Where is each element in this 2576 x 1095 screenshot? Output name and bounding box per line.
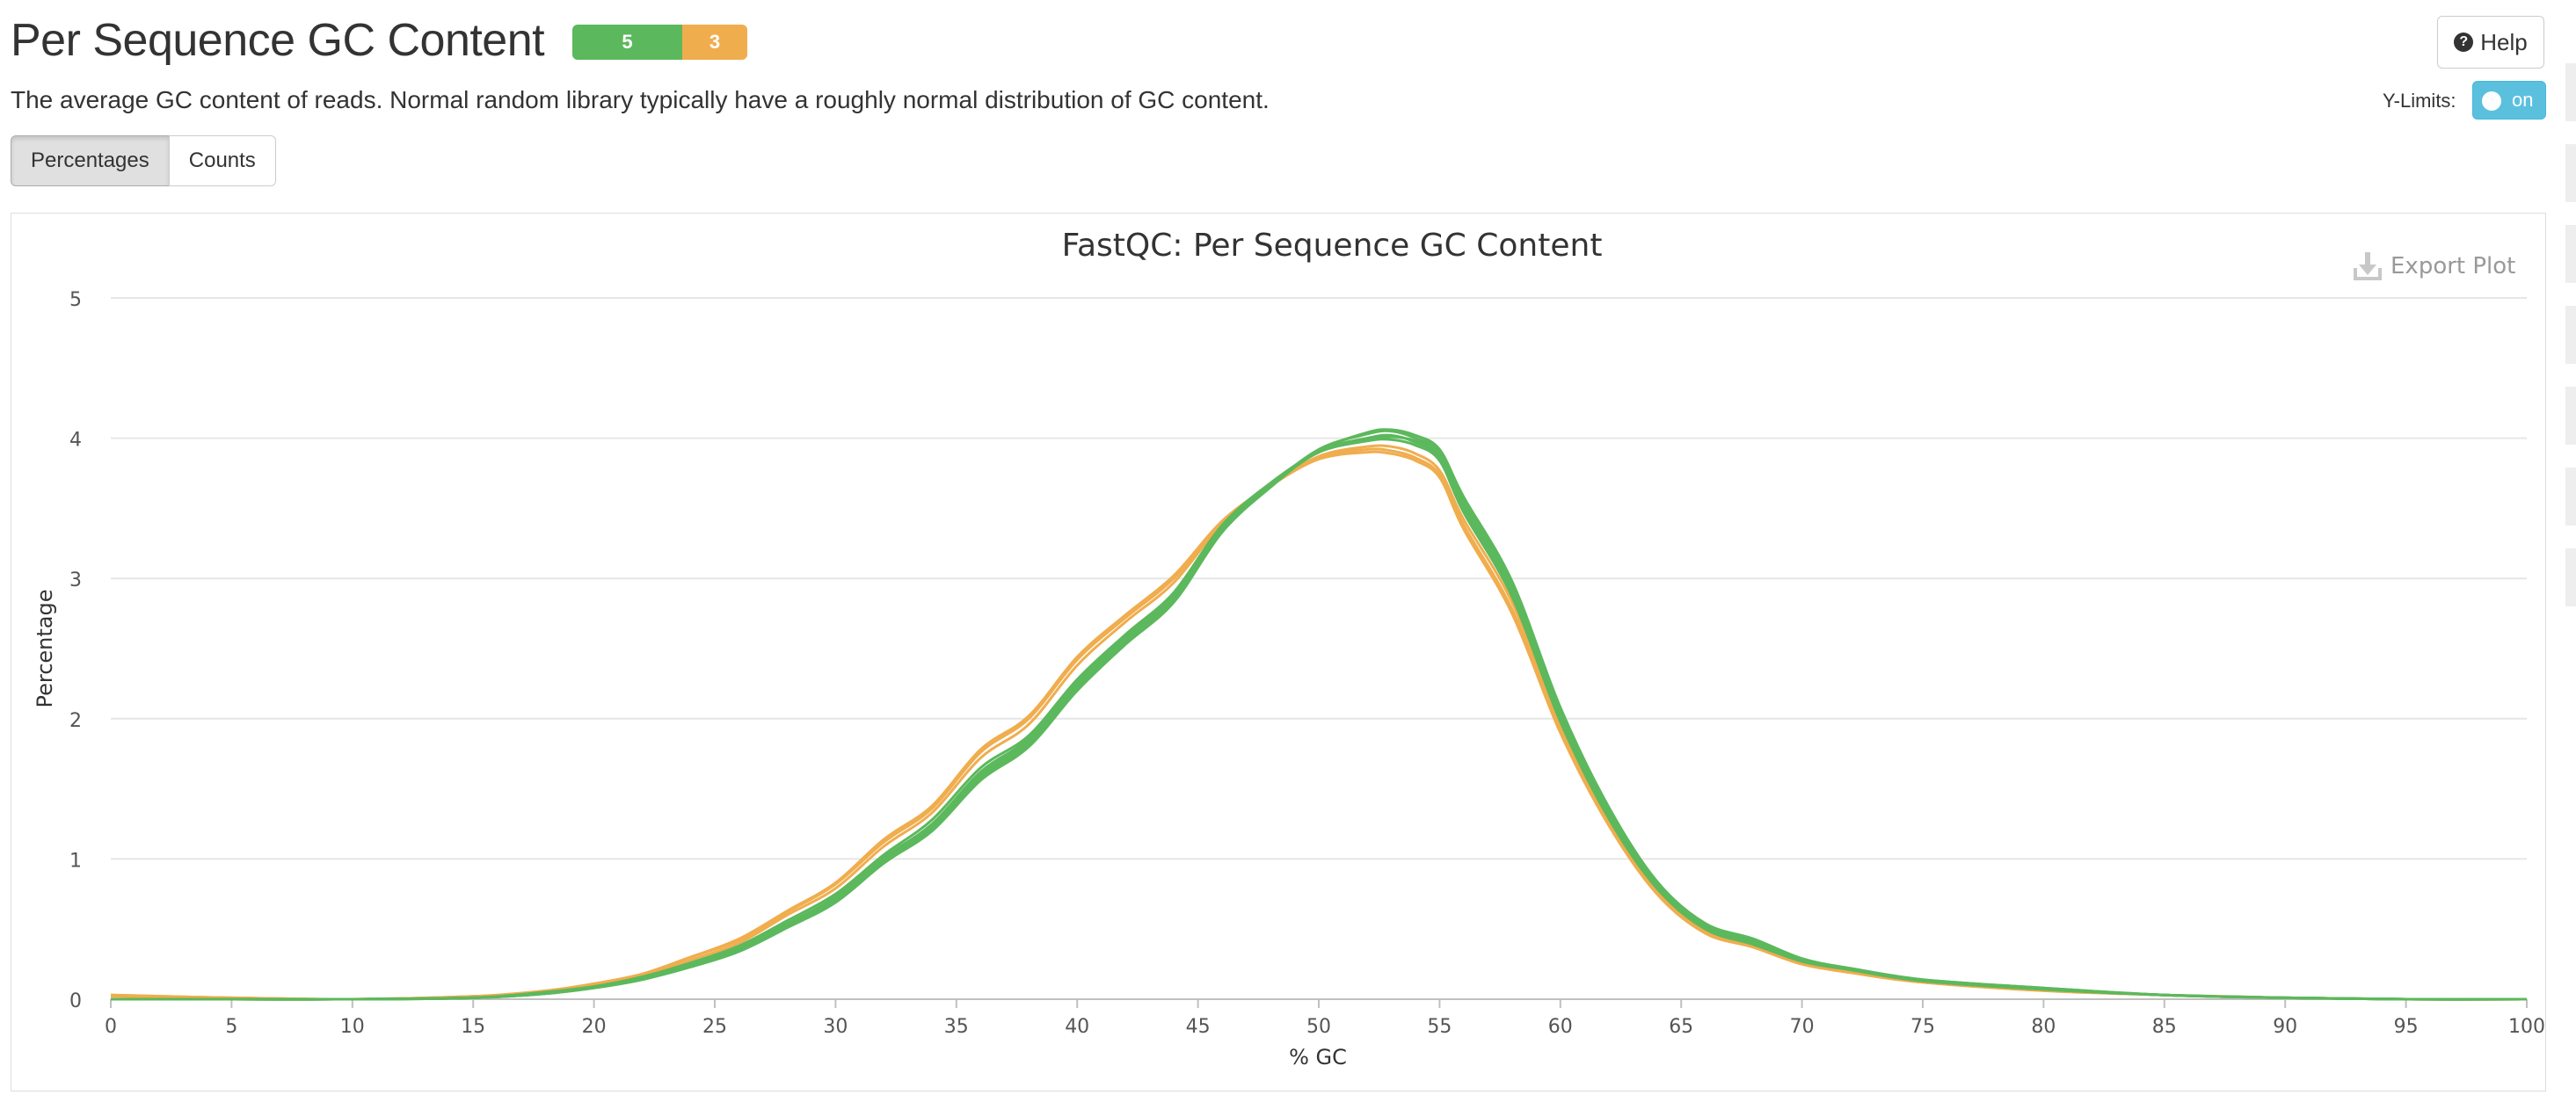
ylimits-state: on (2512, 89, 2534, 111)
plot-panel: FastQC: Per Sequence GC Content Export P… (11, 213, 2546, 1091)
series-line-warn[interactable] (110, 444, 2528, 1001)
x-tick-label: 55 (1427, 1016, 1452, 1038)
x-tick-label: 85 (2152, 1016, 2177, 1038)
x-tick-label: 60 (1548, 1016, 1573, 1038)
y-tick-label: 3 (69, 569, 82, 591)
side-scroll-track[interactable] (2565, 548, 2576, 606)
status-warn-count[interactable]: 3 (682, 25, 747, 60)
side-scroll-track[interactable] (2565, 468, 2576, 526)
side-scroll-track[interactable] (2565, 387, 2576, 445)
x-tick-label: 40 (1065, 1016, 1089, 1038)
x-axis-ticks: 0 5 10 15 20 25 30 35 40 45 50 55 60 65 70 75 80 85 90 95 10… (105, 999, 2545, 1038)
x-tick-label: 65 (1669, 1016, 1693, 1038)
question-circle-icon: ? (2454, 33, 2474, 52)
help-button[interactable]: ? Help (2437, 16, 2544, 69)
x-tick-label: 25 (702, 1016, 727, 1038)
percentages-button[interactable]: Percentages (11, 135, 170, 186)
x-tick-label: 45 (1186, 1016, 1211, 1038)
side-scroll-track[interactable] (2565, 63, 2576, 121)
x-tick-label: 10 (340, 1016, 365, 1038)
x-tick-label: 90 (2273, 1016, 2297, 1038)
x-tick-label: 20 (582, 1016, 607, 1038)
x-tick-label: 50 (1306, 1016, 1331, 1038)
y-tick-label: 2 (69, 710, 82, 732)
view-switch: Percentages Counts (11, 135, 276, 186)
x-tick-label: 15 (461, 1016, 485, 1038)
x-tick-label: 80 (2031, 1016, 2056, 1038)
page-title: Per Sequence GC Content (11, 15, 545, 66)
x-axis-label: % GC (1289, 1045, 1347, 1070)
series-line-pass[interactable] (111, 428, 2528, 1001)
toggle-knob (2482, 91, 2501, 111)
x-tick-label: 100 (2508, 1016, 2545, 1038)
gc-content-chart: FastQC: Per Sequence GC Content Export P… (33, 228, 2545, 1070)
y-tick-label: 5 (69, 289, 82, 311)
series-line-pass[interactable] (111, 433, 2528, 1001)
download-icon (2354, 252, 2382, 280)
counts-button[interactable]: Counts (168, 135, 276, 186)
export-plot-label: Export Plot (2390, 253, 2515, 279)
y-tick-label: 0 (69, 990, 82, 1012)
chart-series (110, 428, 2528, 1001)
ylimits-label: Y-Limits: (2383, 90, 2456, 112)
series-line-pass[interactable] (111, 435, 2528, 1001)
chart-grid (111, 297, 2527, 1000)
side-scroll-track[interactable] (2565, 225, 2576, 283)
series-line-warn[interactable] (110, 450, 2528, 1001)
x-tick-label: 30 (823, 1016, 848, 1038)
series-line-pass[interactable] (111, 429, 2528, 1001)
x-tick-label: 5 (225, 1016, 237, 1038)
section-description: The average GC content of reads. Normal … (11, 86, 1270, 113)
export-plot-button[interactable]: Export Plot (2354, 252, 2515, 280)
x-tick-label: 0 (105, 1016, 117, 1038)
ylimits-toggle[interactable]: on (2472, 81, 2546, 120)
side-scroll-track[interactable] (2565, 144, 2576, 202)
status-bar[interactable]: 5 3 (572, 25, 747, 60)
x-tick-label: 95 (2394, 1016, 2419, 1038)
series-line-warn[interactable] (110, 447, 2528, 1001)
side-scroll-track[interactable] (2565, 306, 2576, 364)
y-tick-label: 1 (69, 850, 82, 872)
y-tick-label: 4 (69, 430, 82, 452)
y-axis-label: Percentage (33, 589, 57, 707)
help-button-label: Help (2480, 28, 2528, 55)
chart-title: FastQC: Per Sequence GC Content (1062, 228, 1603, 264)
x-tick-label: 75 (1910, 1016, 1935, 1038)
x-tick-label: 35 (944, 1016, 969, 1038)
status-pass-count[interactable]: 5 (572, 25, 682, 60)
y-axis-ticks: 0 1 2 3 4 5 (69, 289, 82, 1012)
x-tick-label: 70 (1790, 1016, 1815, 1038)
